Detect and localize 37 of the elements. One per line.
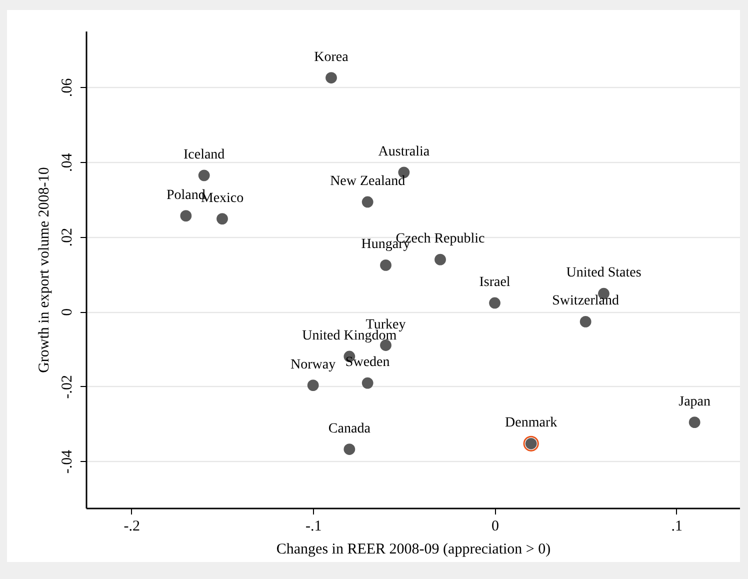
annotation: Japan (678, 394, 711, 410)
point (688, 416, 700, 428)
x-tick-label: -.1 (305, 518, 322, 534)
y-tick-label: -.04 (60, 449, 76, 474)
point (180, 210, 192, 222)
x-tick-label: .1 (671, 518, 683, 534)
annotation: New Zealand (330, 174, 406, 189)
point (362, 377, 374, 389)
y-axis-title: Growth in export volume 2008-10 (36, 167, 52, 373)
point (307, 380, 319, 391)
annotation: Israel (479, 274, 510, 290)
annotation: United States (566, 266, 642, 281)
annotation: Iceland (183, 147, 225, 162)
x-tick-label: 0 (492, 518, 499, 534)
point (580, 316, 592, 328)
annotation: Denmark (505, 416, 558, 431)
annotation: Norway (290, 357, 336, 372)
x-tick-label: -.2 (124, 518, 140, 534)
x-axis-title: Changes in REER 2008-09 (appreciation > 0) (276, 542, 551, 558)
annotation: Sweden (345, 355, 390, 370)
point (344, 444, 356, 455)
y-tick-label: 0 (60, 308, 76, 316)
point (362, 196, 374, 208)
annotation: Australia (378, 144, 430, 160)
point (216, 213, 228, 224)
y-tick-label: -.02 (60, 375, 76, 399)
y-tick-label: .02 (60, 228, 76, 247)
point (434, 254, 446, 266)
point (489, 297, 500, 309)
annotation: Korea (314, 50, 350, 65)
point (380, 260, 392, 271)
annotation: Switzerland (552, 294, 620, 309)
y-tick-label: .04 (60, 152, 76, 172)
annotation: Canada (328, 421, 372, 436)
point (198, 170, 210, 182)
y-tick-label: .06 (60, 78, 76, 97)
point (326, 72, 337, 84)
